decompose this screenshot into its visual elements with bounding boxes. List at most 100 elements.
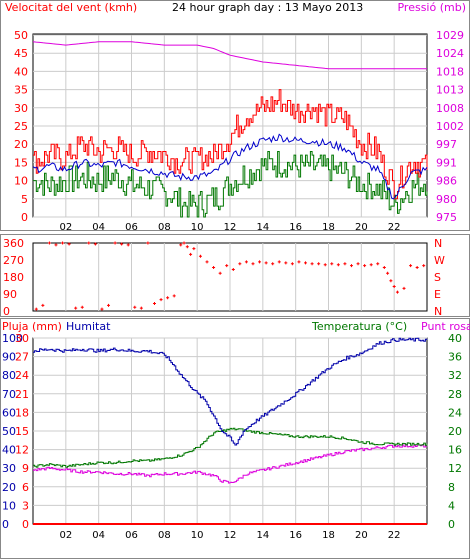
- x-tick-label: 06: [125, 222, 138, 233]
- rain-y-tick-label: 24: [15, 369, 29, 382]
- direction-point: [244, 260, 248, 264]
- direction-point: [349, 264, 353, 268]
- rain-y-tick-label: 3: [22, 499, 29, 512]
- wind-y-tick-label: 40: [14, 65, 28, 78]
- direction-point: [264, 261, 268, 265]
- pressure-y-tick-label: 1002: [436, 120, 464, 133]
- direction-point: [80, 305, 84, 309]
- direction-point: [402, 286, 406, 290]
- wind-y-tick-label: 45: [14, 47, 28, 60]
- rain-y-tick-label: 6: [22, 481, 29, 494]
- direction-point: [317, 262, 321, 266]
- pressure-y-tick-label: 986: [436, 175, 457, 188]
- x-tick-label: 22: [388, 222, 401, 233]
- direction-point: [395, 290, 399, 294]
- direction-point: [238, 262, 242, 266]
- pressure-line: [32, 41, 427, 70]
- temperature-y-tick-label: 36: [448, 351, 462, 364]
- direction-y-tick-label: 360: [3, 237, 24, 250]
- direction-point: [336, 263, 340, 267]
- temperature-y-tick-label: 4: [448, 499, 455, 512]
- humidity-y-tick-label: 70: [2, 388, 16, 401]
- rain-y-tick-label: 27: [15, 351, 29, 364]
- rain-y-tick-label: 18: [15, 406, 29, 419]
- x-tick-label: 18: [322, 530, 335, 541]
- wind-low-line: [33, 151, 428, 218]
- direction-point: [258, 260, 262, 264]
- direction-point: [323, 263, 327, 267]
- x-tick-label: 04: [92, 222, 105, 233]
- wind-chart: 0510152025303540455097598098699199710021…: [14, 29, 464, 233]
- rain-y-tick-label: 21: [15, 388, 29, 401]
- direction-point: [376, 262, 380, 266]
- direction-point: [152, 301, 156, 305]
- direction-point: [113, 241, 117, 245]
- rain-y-tick-label: 30: [15, 332, 29, 345]
- x-tick-label: 14: [256, 222, 269, 233]
- humidity-y-tick-label: 20: [2, 481, 16, 494]
- humidity-y-tick-label: 30: [2, 462, 16, 475]
- wind-y-tick-label: 50: [14, 29, 28, 42]
- direction-point: [330, 262, 334, 266]
- direction-point: [422, 264, 426, 268]
- x-tick-label: 12: [224, 530, 237, 541]
- pressure-y-tick-label: 975: [436, 211, 457, 224]
- humidity-y-tick-label: 10: [2, 499, 16, 512]
- direction-point: [389, 279, 393, 283]
- x-tick-label: 08: [158, 530, 171, 541]
- temperature-y-tick-label: 24: [448, 406, 462, 419]
- dewpoint-line: [33, 444, 428, 484]
- direction-point: [133, 305, 137, 309]
- pressure-axis-title: Pressió (mb): [397, 1, 466, 14]
- direction-point: [284, 261, 288, 265]
- direction-point: [67, 242, 71, 246]
- wind-gust-line: [33, 89, 428, 200]
- direction-y-tick-label: 90: [3, 288, 17, 301]
- direction-point: [386, 271, 390, 275]
- pressure-y-tick-label: 1024: [436, 47, 464, 60]
- wind-y-tick-label: 0: [21, 211, 28, 224]
- temperature-y-tick-label: 20: [448, 425, 462, 438]
- direction-point: [54, 243, 58, 247]
- direction-point: [189, 252, 193, 256]
- rain-y-tick-label: 12: [15, 444, 29, 457]
- wind-y-tick-label: 30: [14, 102, 28, 115]
- rain-y-tick-label: 15: [15, 425, 29, 438]
- x-tick-label: 04: [92, 530, 105, 541]
- direction-point: [231, 267, 235, 271]
- direction-point: [415, 266, 419, 270]
- temperature-y-tick-label: 28: [448, 388, 462, 401]
- x-tick-label: 08: [158, 222, 171, 233]
- direction-point: [409, 264, 413, 268]
- compass-label: N: [434, 237, 442, 250]
- x-tick-label: 20: [355, 222, 368, 233]
- x-tick-label: 22: [388, 530, 401, 541]
- direction-point: [74, 306, 78, 310]
- compass-label: W: [434, 254, 445, 267]
- x-tick-label: 16: [289, 530, 302, 541]
- direction-point: [212, 266, 216, 270]
- x-tick-label: 06: [125, 530, 138, 541]
- x-tick-label: 02: [59, 530, 72, 541]
- wind-y-tick-label: 25: [14, 120, 28, 133]
- humidity-y-tick-label: 60: [2, 406, 16, 419]
- temperature-y-tick-label: 8: [448, 481, 455, 494]
- direction-point: [179, 243, 183, 247]
- rain-y-tick-label: 9: [22, 462, 29, 475]
- x-tick-label: 20: [355, 530, 368, 541]
- direction-point: [100, 307, 104, 311]
- wind-y-tick-label: 20: [14, 138, 28, 151]
- direction-point: [166, 296, 170, 300]
- direction-point: [107, 303, 111, 307]
- direction-point: [185, 245, 189, 249]
- temperature-line: [33, 427, 428, 468]
- direction-point: [146, 241, 150, 245]
- temperature-y-tick-label: 0: [448, 518, 455, 531]
- humidity-y-tick-label: 80: [2, 369, 16, 382]
- direction-point: [369, 263, 373, 267]
- humidity-y-tick-label: 50: [2, 425, 16, 438]
- wind-y-tick-label: 15: [14, 156, 28, 169]
- direction-point: [271, 262, 275, 266]
- direction-point: [356, 262, 360, 266]
